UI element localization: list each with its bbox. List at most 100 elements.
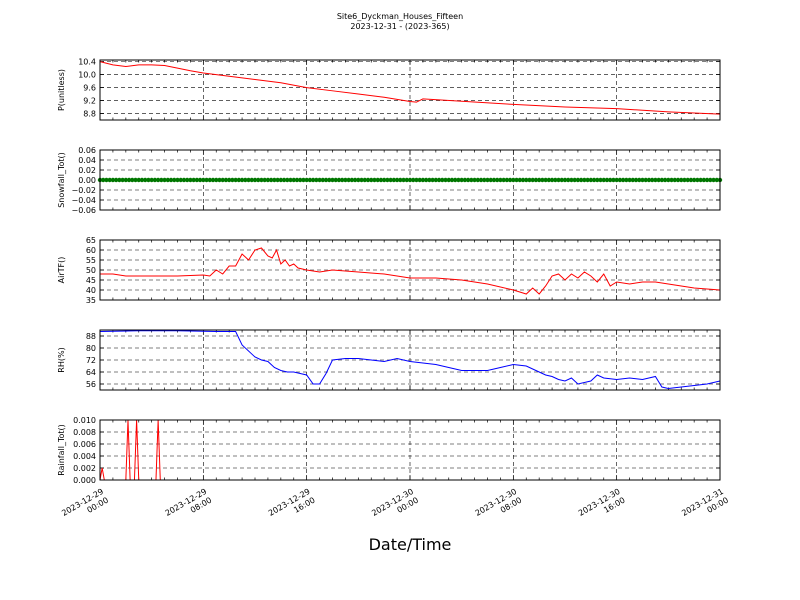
y-tick-label: 80: [86, 344, 96, 353]
data-point: [682, 177, 687, 183]
data-point: [714, 177, 719, 183]
data-point: [556, 177, 561, 183]
data-point: [608, 177, 613, 183]
data-point: [178, 177, 183, 183]
y-tick-label: −0.06: [71, 206, 96, 215]
data-point: [578, 177, 584, 183]
y-tick-label: 0.06: [78, 146, 96, 155]
y-tick-label: 10.0: [78, 71, 96, 80]
data-point: [553, 177, 558, 183]
data-point: [436, 177, 442, 183]
data-point: [695, 177, 700, 183]
data-point: [617, 177, 623, 183]
data-point: [217, 177, 222, 183]
data-point: [259, 177, 264, 183]
data-point: [494, 177, 500, 183]
data-point: [378, 177, 384, 183]
data-point: [572, 177, 577, 183]
data-point: [643, 177, 648, 183]
data-point: [504, 177, 510, 183]
data-point: [388, 177, 393, 183]
data-point: [443, 177, 448, 183]
data-point: [630, 177, 636, 183]
data-point: [472, 177, 477, 183]
data-point: [117, 177, 122, 183]
data-point: [239, 177, 245, 183]
data-point: [524, 177, 529, 183]
data-point: [646, 177, 652, 183]
data-point: [562, 177, 568, 183]
data-point: [591, 177, 597, 183]
data-point: [314, 177, 319, 183]
data-point: [194, 177, 200, 183]
data-point: [175, 177, 180, 183]
data-point: [327, 177, 332, 183]
data-point: [666, 177, 671, 183]
data-point: [278, 177, 284, 183]
data-point: [659, 177, 665, 183]
data-point: [559, 177, 564, 183]
data-point: [708, 177, 713, 183]
data-point: [701, 177, 707, 183]
data-point: [446, 177, 451, 183]
data-point: [711, 177, 716, 183]
data-point: [233, 177, 238, 183]
data-point: [123, 177, 129, 183]
data-point: [391, 177, 397, 183]
data-point: [149, 177, 154, 183]
data-point: [517, 177, 522, 183]
data-point: [449, 177, 455, 183]
data-point: [404, 177, 409, 183]
data-point: [514, 177, 519, 183]
data-point: [181, 177, 187, 183]
data-point: [162, 177, 167, 183]
y-axis-label: Snowfall_Tot(): [57, 152, 66, 208]
data-point: [478, 177, 484, 183]
data-point: [301, 177, 306, 183]
data-point: [333, 177, 338, 183]
data-point: [662, 177, 668, 183]
data-point: [401, 177, 406, 183]
y-tick-label: −0.02: [71, 186, 96, 195]
data-point: [139, 177, 145, 183]
data-point: [649, 177, 655, 183]
data-point: [456, 177, 461, 183]
data-point: [362, 177, 367, 183]
y-tick-label: 10.4: [78, 58, 96, 67]
subplot-4: 88 80 72 64 56 RH(%): [57, 329, 721, 391]
data-point: [604, 177, 610, 183]
data-point: [165, 177, 171, 183]
data-point: [210, 177, 216, 183]
data-point: [130, 177, 135, 183]
data-point: [146, 177, 151, 183]
y-tick-label: 65: [86, 236, 96, 245]
data-point: [533, 177, 539, 183]
data-point: [536, 177, 542, 183]
data-point: [220, 177, 225, 183]
data-point: [540, 177, 545, 183]
y-tick-label: 35: [86, 296, 96, 305]
plot-frame-5: [99, 419, 721, 481]
y-tick-label: 72: [86, 356, 96, 365]
chart-title-line-2: 2023-12-31 - (2023-365): [350, 22, 449, 31]
data-point: [394, 177, 400, 183]
data-point: [485, 177, 490, 183]
data-point: [420, 177, 426, 183]
x-axis-label: Date/Time: [369, 535, 452, 554]
data-point: [191, 177, 196, 183]
data-point: [627, 177, 632, 183]
data-point: [113, 177, 119, 183]
plot-frame-3: [99, 239, 721, 301]
data-point: [546, 177, 552, 183]
data-point: [637, 177, 642, 183]
data-point: [226, 177, 232, 183]
y-tick-label: 0.008: [73, 428, 96, 437]
data-point: [110, 177, 116, 183]
data-point: [398, 177, 403, 183]
data-point: [585, 177, 590, 183]
y-axis-label: AirTF(): [57, 257, 66, 284]
data-point: [204, 177, 209, 183]
data-point: [272, 177, 277, 183]
data-point: [482, 177, 487, 183]
